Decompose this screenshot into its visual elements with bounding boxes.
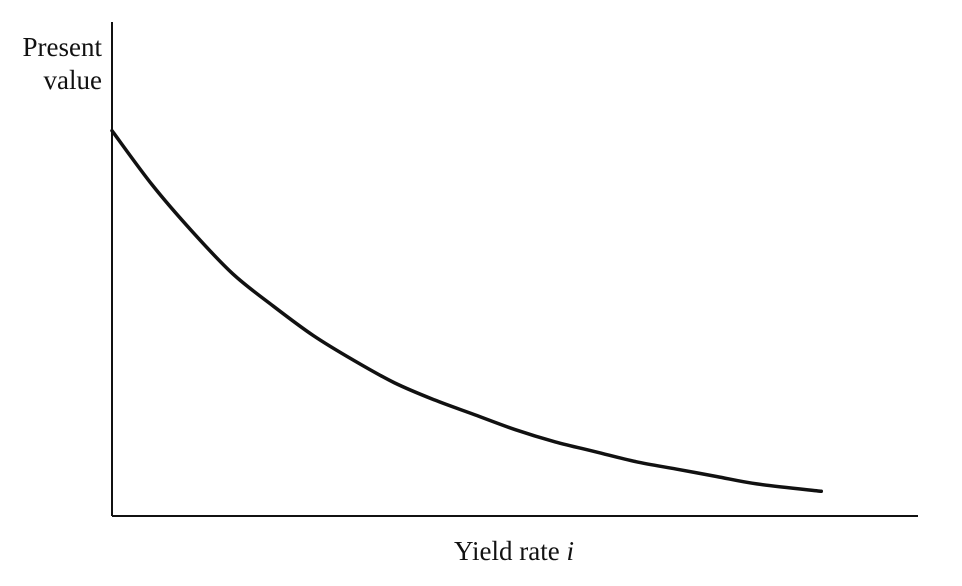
present-value-curve [110,128,824,494]
y-axis-label-line2: value [44,65,102,95]
x-axis-label-text: Yield rate [454,536,566,566]
x-axis-label: Yield rate i [454,536,574,566]
x-axis-label-variable: i [566,536,574,566]
y-axis-label-line1: Present [23,32,103,62]
